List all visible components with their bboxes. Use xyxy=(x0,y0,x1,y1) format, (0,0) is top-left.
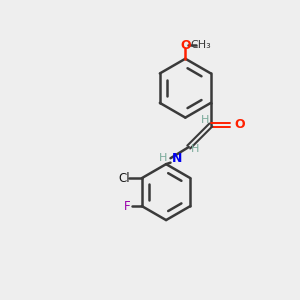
Text: H: H xyxy=(159,153,167,163)
Text: H: H xyxy=(201,115,210,125)
Text: Cl: Cl xyxy=(118,172,130,184)
Text: H: H xyxy=(190,144,199,154)
Text: O: O xyxy=(234,118,245,131)
Text: F: F xyxy=(124,200,130,213)
Text: N: N xyxy=(172,152,182,165)
Text: O: O xyxy=(180,39,190,52)
Text: CH₃: CH₃ xyxy=(190,40,211,50)
